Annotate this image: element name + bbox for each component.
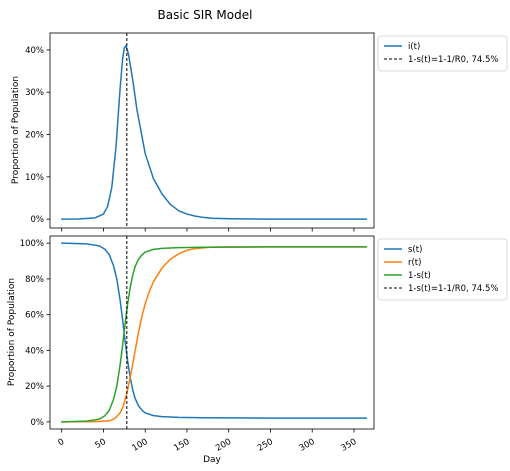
x-tick-label: 50 xyxy=(94,437,108,451)
top-legend: i(t) 1-s(t)=1-1/R0, 74.5% xyxy=(377,35,508,72)
bottom-y-tick-label: 60% xyxy=(25,311,44,321)
top-axes: Proportion of Population 0% 10% 20% 30% 40% xyxy=(11,32,375,232)
x-axis-label: Day xyxy=(203,455,221,465)
top-plot-frame xyxy=(49,32,375,229)
bottom-y-tick-label: 100% xyxy=(20,239,44,249)
bottom-legend-label: s(t) xyxy=(408,245,422,255)
top-y-tick-label: 20% xyxy=(25,131,44,141)
bottom-legend-label: r(t) xyxy=(408,258,421,268)
bottom-y-axis-label: Proportion of Population xyxy=(7,278,17,386)
bottom-legend-label: 1-s(t)=1-1/R0, 74.5% xyxy=(408,284,498,294)
figure-title: Basic SIR Model xyxy=(158,8,253,22)
bottom-y-tick-label: 20% xyxy=(25,382,44,392)
top-y-tick-label: 30% xyxy=(25,88,44,98)
top-y-tick-label: 10% xyxy=(25,173,44,183)
bottom-legend: s(t) r(t) 1-s(t) 1-s(t)=1-1/R0, 74.5% xyxy=(377,238,508,301)
bottom-legend-label: 1-s(t) xyxy=(408,271,431,281)
bottom-series-line-1-s-t xyxy=(60,246,368,423)
bottom-y-tick-label: 80% xyxy=(25,275,44,285)
top-series-line-i-t xyxy=(60,44,368,220)
bottom-y-tick-label: 0% xyxy=(31,418,45,428)
top-y-tick-label: 0% xyxy=(31,215,45,225)
bottom-y-tick-label: 40% xyxy=(25,346,44,356)
top-y-tick-label: 40% xyxy=(25,46,44,56)
top-legend-label: 1-s(t)=1-1/R0, 74.5% xyxy=(408,55,498,65)
top-y-axis-label: Proportion of Population xyxy=(11,76,21,184)
bottom-legend-box xyxy=(377,238,508,301)
bottom-plot-frame xyxy=(49,235,375,430)
x-tick-label: 0 xyxy=(56,437,66,448)
bottom-series-line-s-t xyxy=(60,242,368,419)
top-legend-label: i(t) xyxy=(408,42,420,52)
top-legend-box xyxy=(377,35,508,72)
